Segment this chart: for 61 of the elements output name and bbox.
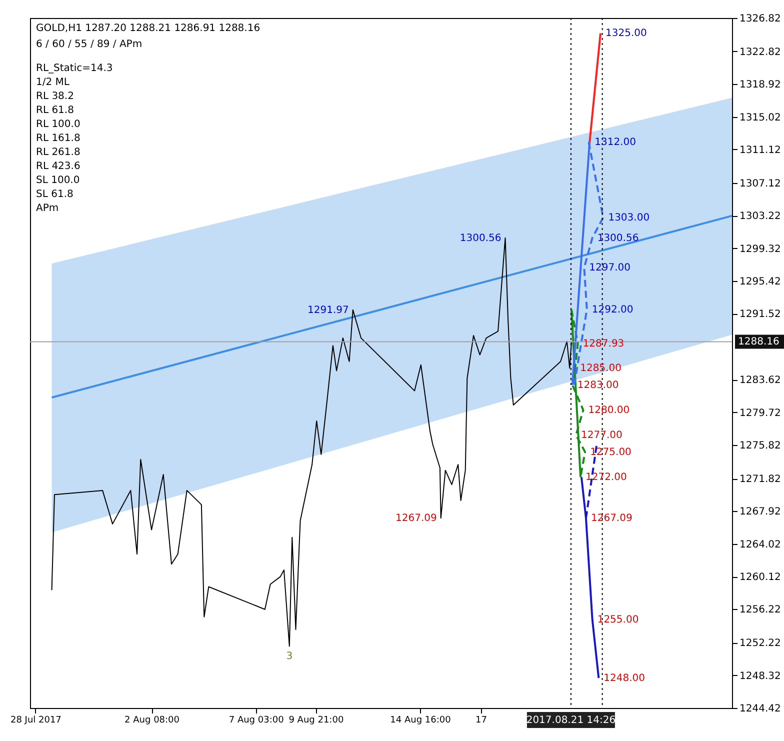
annotation: RL_Static=14.3 bbox=[36, 63, 113, 74]
annotation: 1/2 ML bbox=[36, 77, 70, 88]
annotation: 1255.00 bbox=[597, 614, 639, 626]
ref-line-label: 1288.16 bbox=[738, 336, 780, 348]
annotation: 1325.00 bbox=[605, 28, 647, 40]
text: GOLD,H1 1287.20 1288.21 1286.91 1288.16 bbox=[36, 23, 260, 34]
y-tick-label: 1299.32 bbox=[740, 244, 781, 255]
annotation: RL 261.8 bbox=[36, 147, 80, 158]
annotation: 1285.00 bbox=[580, 363, 622, 374]
x-tick-label: 2 Aug 08:00 bbox=[124, 716, 180, 726]
annotation: 3 bbox=[286, 651, 293, 662]
annotation: SL 100.0 bbox=[36, 175, 80, 186]
annotation: 1291.97 bbox=[308, 304, 349, 316]
annotation: 1300.56 bbox=[460, 232, 502, 244]
y-tick-label: 1295.42 bbox=[740, 276, 781, 288]
y-tick-label: 1264.02 bbox=[740, 539, 781, 550]
y-tick-label: 1256.22 bbox=[740, 604, 781, 616]
annotation: 1272.00 bbox=[586, 472, 627, 484]
y-tick-label: 1318.92 bbox=[740, 80, 781, 91]
y-tick-label: 1252.22 bbox=[740, 638, 781, 650]
text: 6 / 60 / 55 / 89 / APm bbox=[36, 39, 142, 50]
y-tick-label: 1311.12 bbox=[740, 144, 781, 156]
annotation: 1300.56 bbox=[597, 232, 639, 244]
x-tick-label: 14 Aug 16:00 bbox=[390, 716, 452, 726]
y-tick-label: 1267.92 bbox=[740, 506, 781, 518]
y-tick-label: 1283.62 bbox=[740, 375, 781, 386]
annotation: RL 61.8 bbox=[36, 105, 74, 116]
y-tick-label: 1244.42 bbox=[740, 704, 781, 714]
y-tick-label: 1303.22 bbox=[740, 211, 781, 222]
annotation: 1248.00 bbox=[604, 673, 646, 684]
y-tick-label: 1279.72 bbox=[740, 408, 781, 419]
y-tick-label: 1260.12 bbox=[740, 572, 781, 584]
annotation: SL 61.8 bbox=[36, 189, 74, 200]
annotation: 1267.09 bbox=[396, 513, 437, 524]
y-tick-label: 1315.02 bbox=[740, 112, 781, 124]
annotation: 1267.09 bbox=[590, 513, 632, 524]
x-tick-label: 9 Aug 21:00 bbox=[288, 716, 344, 726]
y-tick-label: 1275.82 bbox=[740, 440, 781, 452]
annotation: 1292.00 bbox=[592, 304, 634, 316]
y-tick-label: 1291.52 bbox=[740, 309, 781, 320]
annotation: RL 38.2 bbox=[36, 91, 74, 102]
ref-line-label: 2017.08.21 14:26 bbox=[526, 715, 616, 726]
annotation: 1303.00 bbox=[608, 212, 650, 224]
annotation: APm bbox=[36, 203, 59, 214]
y-tick-label: 1248.32 bbox=[740, 670, 781, 682]
y-tick-label: 1307.12 bbox=[740, 178, 781, 190]
x-tick-label: 17 bbox=[476, 716, 487, 726]
y-tick-label: 1271.82 bbox=[740, 474, 781, 486]
x-tick-label: 28 Jul 2017 bbox=[10, 716, 62, 726]
annotation: RL 423.6 bbox=[36, 161, 80, 172]
x-tick-label: 7 Aug 03:00 bbox=[228, 716, 284, 726]
annotation: 1297.00 bbox=[589, 262, 631, 274]
annotation: RL 100.0 bbox=[36, 119, 80, 130]
annotation: 1280.00 bbox=[588, 405, 630, 416]
y-tick-label: 1326.82 bbox=[740, 14, 781, 24]
y-tick-label: 1322.82 bbox=[740, 46, 781, 58]
annotation: 1312.00 bbox=[594, 137, 636, 148]
annotation: 1287.93 bbox=[582, 338, 624, 350]
annotation: RL 161.8 bbox=[36, 133, 80, 144]
annotation: 1283.00 bbox=[577, 380, 619, 391]
annotation: 1277.00 bbox=[581, 430, 622, 442]
